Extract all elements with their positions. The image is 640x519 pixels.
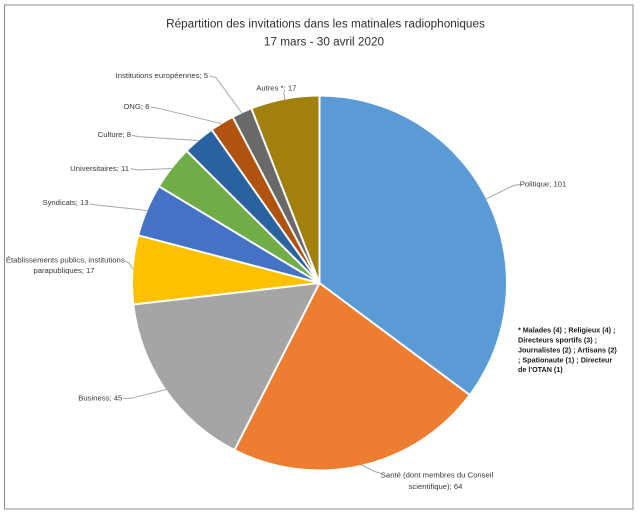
svg-text:de l'OTAN (1): de l'OTAN (1): [518, 365, 563, 374]
svg-text:scientifique); 64: scientifique); 64: [409, 482, 464, 491]
svg-text:Journalistes (2) ; Artisans (2: Journalistes (2) ; Artisans (2): [518, 345, 617, 354]
svg-text:ONG; 6: ONG; 6: [123, 102, 149, 111]
svg-text:Universitaires; 11: Universitaires; 11: [70, 164, 129, 173]
svg-text:* Malades (4) ; Religieux (4): * Malades (4) ; Religieux (4) ;: [518, 326, 615, 335]
svg-text:; Spationaute (1) ; Directeur: ; Spationaute (1) ; Directeur: [518, 355, 612, 364]
svg-text:Santé (dont membres du Conseil: Santé (dont membres du Conseil: [381, 470, 494, 479]
svg-text:parapubliques; 17: parapubliques; 17: [33, 266, 94, 275]
svg-text:Syndicats; 13: Syndicats; 13: [42, 198, 88, 207]
svg-text:Établissements publics, instit: Établissements publics, institutions: [6, 255, 125, 264]
svg-text:Directeurs sportifs (3) ;: Directeurs sportifs (3) ;: [518, 335, 597, 344]
svg-text:Répartition des invitations da: Répartition des invitations dans les mat…: [166, 18, 485, 31]
svg-text:Institutions européennes; 5: Institutions européennes; 5: [116, 71, 208, 80]
svg-text:Autres *; 17: Autres *; 17: [256, 83, 296, 92]
svg-text:Business; 45: Business; 45: [78, 394, 122, 403]
svg-text:Culture; 8: Culture; 8: [98, 130, 131, 139]
svg-text:Politique; 101: Politique; 101: [520, 179, 567, 188]
svg-text:17 mars - 30 avril 2020: 17 mars - 30 avril 2020: [264, 35, 385, 48]
